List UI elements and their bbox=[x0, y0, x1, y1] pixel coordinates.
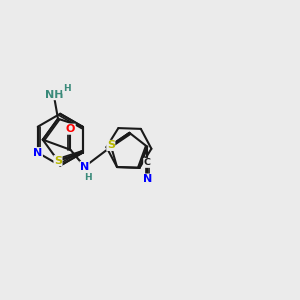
Text: H: H bbox=[84, 173, 92, 182]
Text: S: S bbox=[54, 156, 62, 166]
Text: NH: NH bbox=[45, 90, 63, 100]
Text: H: H bbox=[63, 84, 70, 93]
Text: N: N bbox=[33, 148, 42, 158]
Text: N: N bbox=[142, 174, 152, 184]
Text: N: N bbox=[80, 162, 89, 172]
Text: O: O bbox=[66, 124, 75, 134]
Text: S: S bbox=[107, 140, 115, 150]
Text: C: C bbox=[144, 158, 151, 167]
